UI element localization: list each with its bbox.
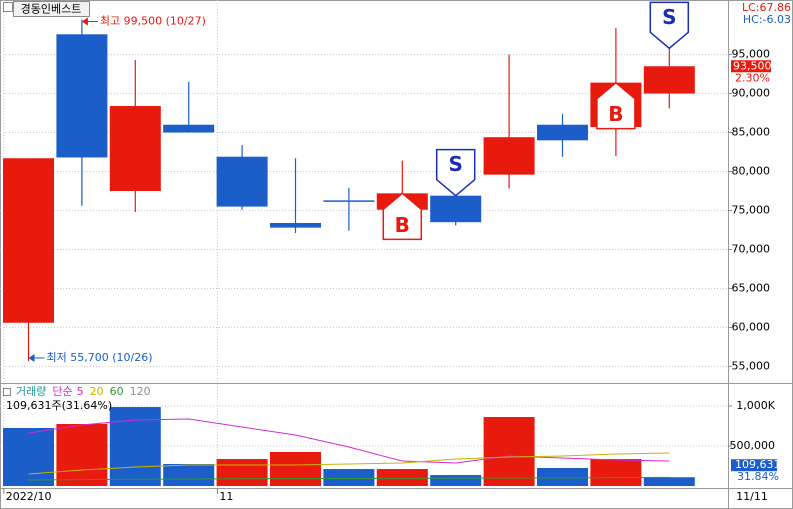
plot: B S B S 최고 99,500 (10/27) 최저 55,700 (10/26) [3, 1, 695, 486]
hc-label: HC:-6.03 [743, 13, 791, 26]
y-tick-label: 1,000K [736, 399, 775, 412]
candle-body [56, 34, 108, 158]
last-price-box [731, 60, 771, 73]
legend-entry: 20 [90, 385, 104, 398]
moving-average-line [28, 452, 670, 475]
candle-body [483, 137, 535, 175]
change-label: 2.30% [735, 71, 770, 84]
volume-bar [163, 464, 215, 486]
x-tick-label: 11 [219, 490, 233, 503]
y-tick-label: 95,000 [732, 48, 771, 61]
volume-bar [590, 459, 642, 486]
high-annotation: 최고 99,500 (10/27) [100, 14, 206, 27]
cursor-date: 11/11 [736, 490, 768, 503]
low-annotation: 최저 55,700 (10/26) [47, 351, 153, 364]
menu-icon[interactable] [3, 388, 11, 396]
volume-bar [56, 424, 108, 486]
volume-bar [376, 469, 428, 486]
sell-signal [649, 1, 690, 50]
y-tick-label: 55,000 [732, 359, 771, 372]
y-tick-label: 70,000 [732, 242, 771, 255]
candle-body [430, 195, 482, 223]
sell-signal-label: S [448, 152, 462, 176]
y-tick-label: 80,000 [732, 165, 771, 178]
moving-average-line [28, 418, 670, 464]
title-box [13, 1, 90, 17]
y-tick-label: 65,000 [732, 281, 771, 294]
volume-bar [216, 459, 268, 486]
y-tick-label: 500,000 [730, 439, 776, 452]
candle-body [109, 106, 161, 191]
last-price-label: 93,500 [733, 59, 772, 72]
last-volume-label: 109,631 [735, 458, 781, 471]
buy-signal [382, 192, 423, 241]
annotation-arrow [81, 17, 88, 26]
volume-status: 109,631주(31.64%) [6, 399, 112, 412]
buy-signal-label: B [395, 213, 410, 237]
candle-body [323, 200, 375, 202]
candle-body [643, 66, 695, 94]
volume-bar [270, 452, 321, 486]
legend-entry: 60 [110, 385, 124, 398]
candle-body [270, 222, 321, 228]
volume-bar [3, 428, 54, 486]
sell-signal [435, 148, 476, 197]
volume-bar [537, 468, 588, 486]
legend: 거래량 단순 5 20 60 120 [16, 385, 151, 398]
y-tick-label: 85,000 [732, 126, 771, 139]
menu-icon[interactable] [3, 2, 13, 12]
volume-bar [483, 417, 535, 486]
y-tick-label: 60,000 [732, 320, 771, 333]
legend-title: 거래량 [16, 385, 46, 398]
y-tick-label: 75,000 [732, 203, 771, 216]
annotation-arrow [28, 353, 35, 362]
legend-entry: 120 [130, 385, 151, 398]
candle-body [537, 124, 588, 141]
volume-ratio-label: 31.84% [737, 470, 779, 483]
volume-bar [643, 477, 695, 486]
lc-label: LC:67.86 [742, 1, 791, 14]
x-tick-label: 2022/10 [6, 490, 52, 503]
moving-average-line [28, 476, 670, 481]
sell-signal-label: S [662, 5, 676, 29]
buy-signal-label: B [608, 102, 623, 126]
candle-body [163, 124, 215, 133]
chart-title: 경동인베스트 [21, 3, 82, 16]
legend-entry: 5 [77, 385, 84, 398]
volume-bar [109, 407, 161, 486]
y-tick-label: 90,000 [732, 87, 771, 100]
volume-bar [323, 469, 375, 486]
volume-bar [430, 475, 482, 486]
candle-body [216, 156, 268, 207]
last-volume-box [731, 459, 777, 472]
candle-body [3, 158, 54, 323]
legend-ma-kind: 단순 [52, 385, 72, 398]
buy-signal [596, 81, 636, 130]
